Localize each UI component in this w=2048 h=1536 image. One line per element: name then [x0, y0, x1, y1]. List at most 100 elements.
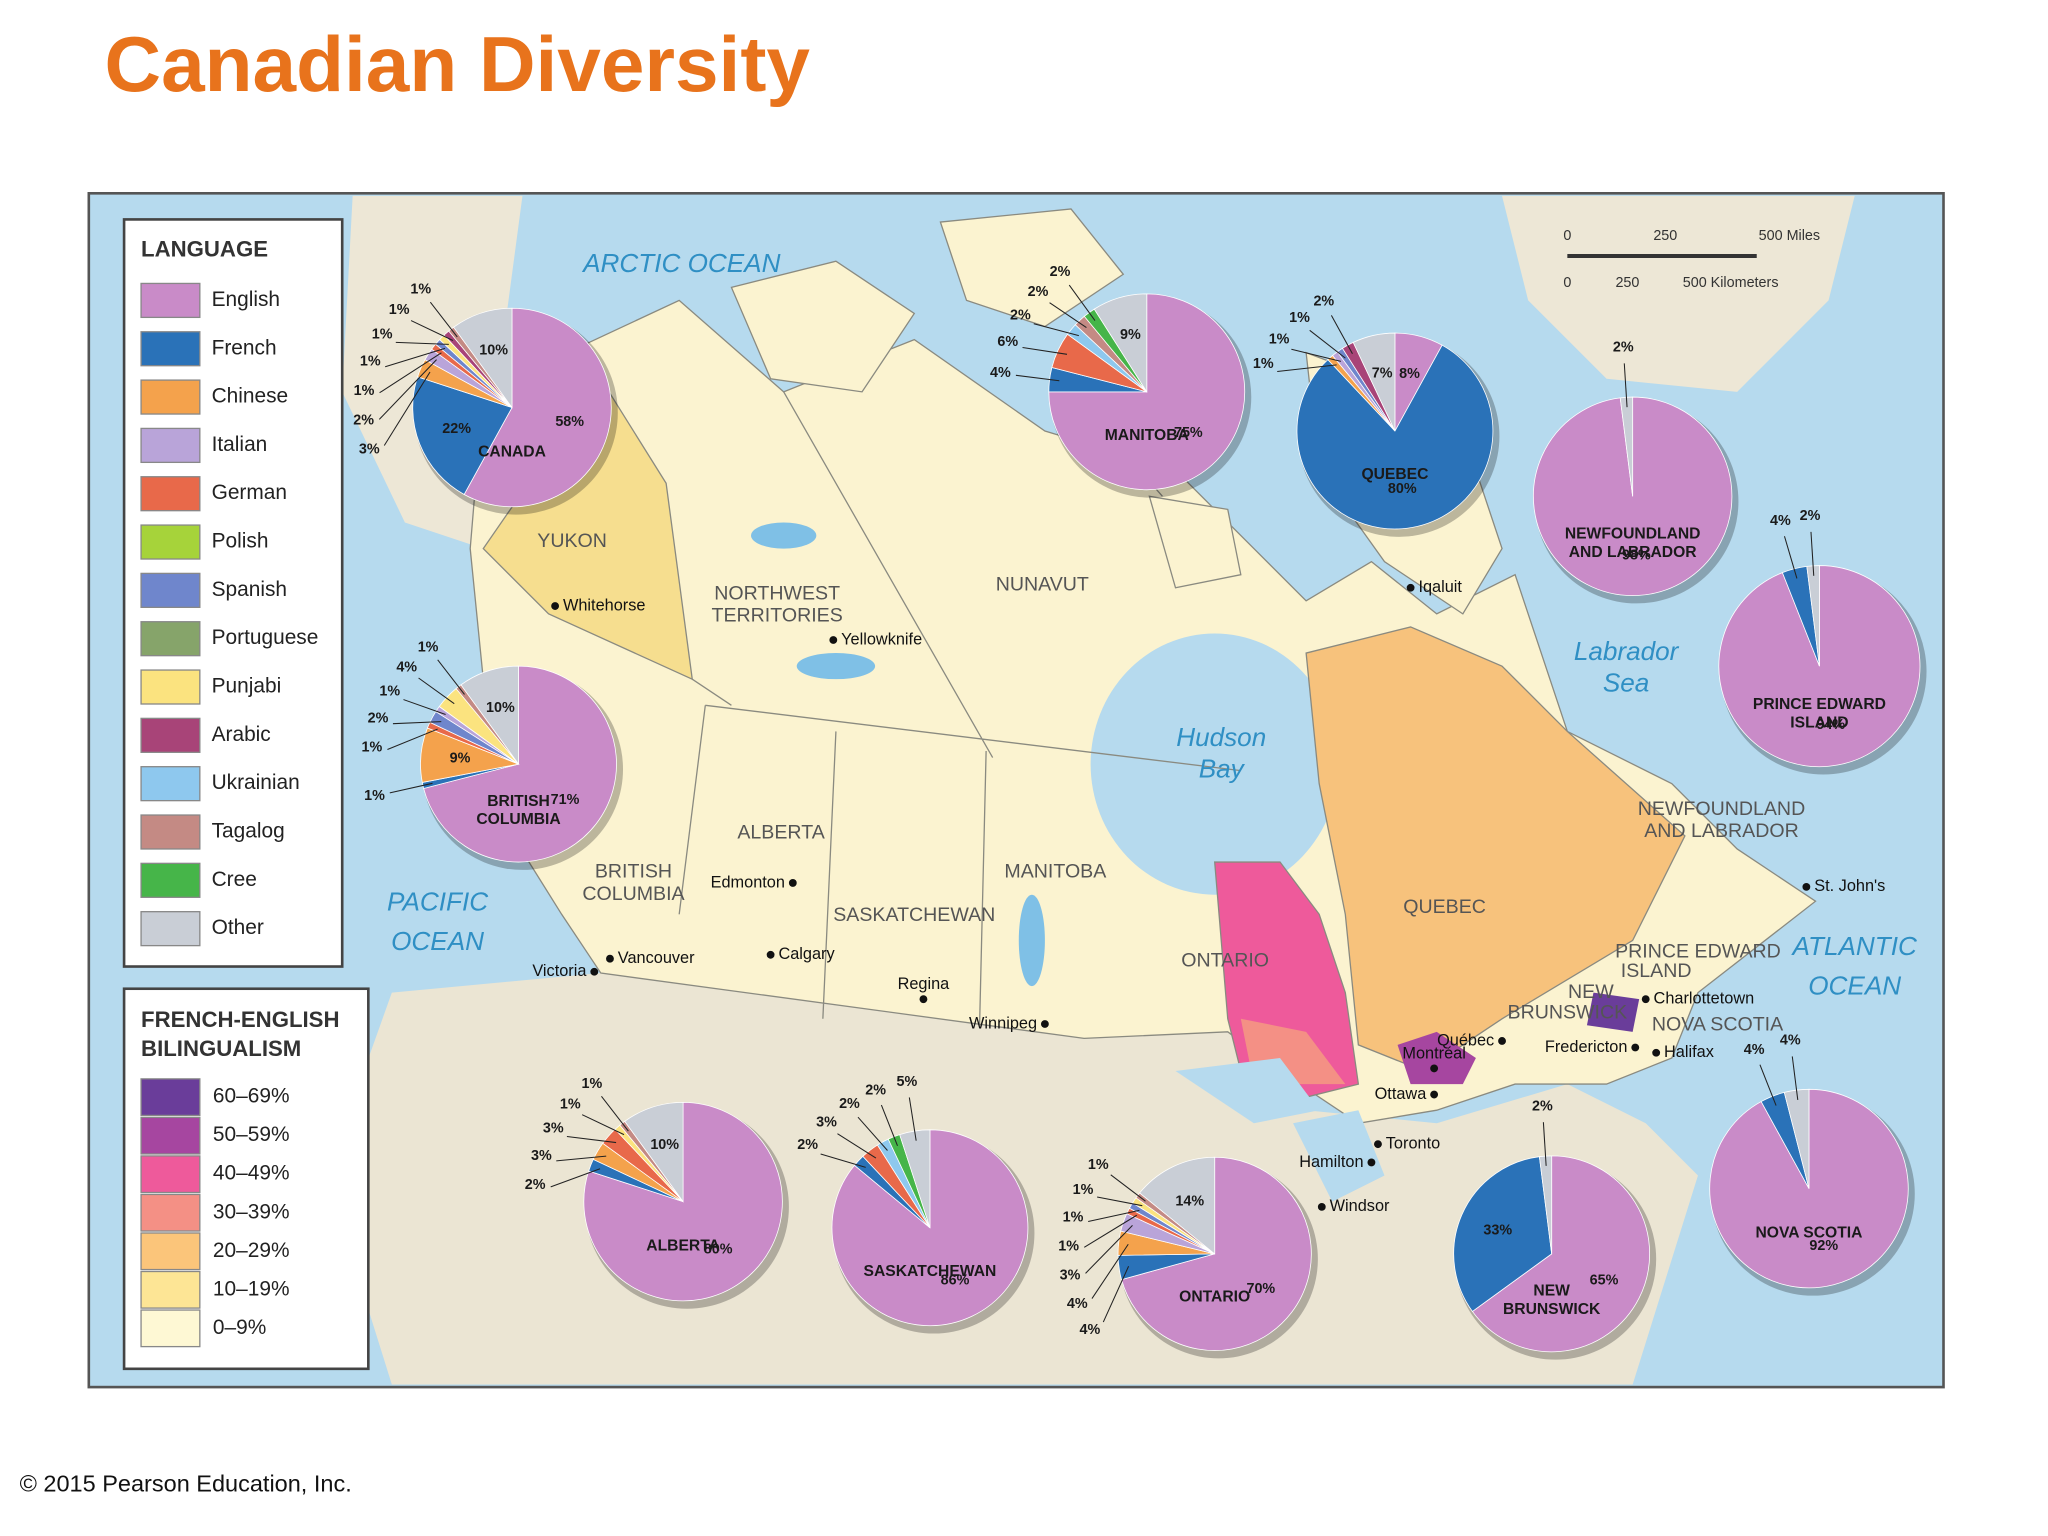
pie-slice — [1121, 1156, 1312, 1351]
leader-line — [387, 728, 438, 750]
slice-label: 2% — [1800, 508, 1821, 524]
slice-label: 1% — [379, 684, 400, 700]
pie: 8%80%1%1%1%2%7%QUEBEC — [1253, 293, 1500, 537]
slice-label: 1% — [1253, 356, 1274, 372]
legend-label: Italian — [212, 433, 268, 456]
region-label: BRUNSWICK — [1508, 1002, 1628, 1024]
pie-name: BRUNSWICK — [1503, 1301, 1601, 1318]
slice-label: 3% — [531, 1148, 552, 1164]
pie-name: PRINCE EDWARD — [1753, 696, 1886, 713]
map: 0 250 500 Miles 0 250 500 Kilometers — [87, 192, 1945, 1389]
legend-label: 30–39% — [213, 1200, 290, 1223]
slice-label: 1% — [389, 302, 410, 318]
leader-line — [880, 1104, 898, 1146]
pie-name: NOVA SCOTIA — [1755, 1224, 1862, 1241]
montreal-area — [1397, 1031, 1476, 1085]
legend-title: FRENCH-ENGLISH — [141, 1007, 339, 1032]
city-dot — [1631, 1043, 1640, 1052]
legend-label: Cree — [212, 868, 257, 891]
slice-label: 2% — [353, 413, 374, 429]
slide-title: Canadian Diversity — [104, 20, 810, 108]
slice-label: 3% — [359, 442, 380, 458]
leader-line — [1091, 1243, 1129, 1299]
leader-line — [566, 1135, 617, 1144]
legend-swatch — [140, 476, 201, 512]
pie-name: QUEBEC — [1361, 466, 1428, 483]
scale-label: 250 — [1653, 228, 1677, 244]
pie-name: BRITISH — [487, 793, 550, 810]
city-dot — [1317, 1202, 1326, 1211]
pie-slice — [1453, 1156, 1553, 1312]
slice-label: 4% — [1780, 1033, 1801, 1049]
water-label: OCEAN — [1808, 970, 1901, 1000]
leader-line — [1783, 536, 1798, 579]
slice-label: 4% — [1770, 513, 1791, 529]
slice-label: 10% — [479, 343, 508, 359]
water-label: ARCTIC OCEAN — [581, 248, 780, 278]
slice-label: 3% — [1060, 1267, 1081, 1283]
slice-label: 80% — [704, 1242, 733, 1258]
region-label: NUNAVUT — [996, 573, 1089, 595]
slice-label: 2% — [839, 1096, 860, 1112]
leader-line — [601, 1096, 629, 1132]
slice-label: 58% — [555, 414, 584, 430]
legend-swatch — [140, 1078, 201, 1117]
slice-label: 1% — [360, 354, 381, 370]
lake — [751, 522, 817, 549]
city-dot — [1641, 995, 1650, 1004]
legend-swatch — [140, 427, 201, 464]
legend-swatch — [140, 621, 201, 657]
pie-name: NEWFOUNDLAND — [1565, 526, 1701, 543]
slice-label: 3% — [816, 1114, 837, 1130]
city-dot — [829, 636, 838, 644]
city-dot — [1652, 1048, 1661, 1057]
leader-line — [581, 1114, 625, 1136]
pie-slice — [1093, 293, 1148, 394]
slice-label: 2% — [1532, 1098, 1553, 1114]
leader-line — [403, 699, 446, 716]
pie-slice — [1352, 332, 1396, 432]
pie: 58%22%3%2%1%1%1%1%1%10%CANADA — [353, 282, 618, 515]
legend-label: 20–29% — [213, 1239, 290, 1262]
leader-line — [1110, 1174, 1146, 1202]
region-label: ISLAND — [1621, 960, 1692, 982]
pie-slice — [423, 665, 617, 863]
leader-line — [1291, 348, 1342, 362]
leader-line — [1791, 1056, 1799, 1101]
leader-line — [1810, 531, 1815, 576]
legend-label: 50–59% — [213, 1123, 290, 1146]
slice-label: 1% — [560, 1096, 581, 1112]
island — [730, 260, 916, 393]
leader-line — [556, 1155, 607, 1162]
legend-swatch — [140, 1309, 201, 1348]
pie-name: ONTARIO — [1179, 1289, 1250, 1306]
slice-label: 4% — [1744, 1042, 1765, 1058]
slice-label: 1% — [1088, 1157, 1109, 1173]
slice-label: 4% — [990, 365, 1011, 381]
legend-label: Polish — [212, 530, 269, 553]
quebec — [1305, 626, 1686, 1072]
city-label: Vancouver — [618, 949, 695, 967]
slice-label: 8% — [1399, 366, 1420, 382]
slice-label: 7% — [1372, 365, 1393, 381]
slice-label: 33% — [1483, 1222, 1512, 1238]
slice-label: 9% — [1120, 327, 1141, 343]
slice-label: 65% — [1590, 1272, 1619, 1288]
lake — [796, 653, 876, 680]
slice-label: 2% — [1313, 293, 1334, 309]
new-brunswick-area — [1586, 992, 1640, 1032]
slice-label: 92% — [1809, 1238, 1838, 1254]
region-label: NEWFOUNDLAND — [1638, 798, 1806, 820]
legend-swatch — [140, 1155, 201, 1194]
water-label: Labrador — [1574, 636, 1680, 666]
region-label: PRINCE EDWARD — [1615, 940, 1781, 962]
slice-label: 2% — [525, 1177, 546, 1193]
leader-line — [1088, 1209, 1140, 1223]
city-dot — [551, 602, 560, 610]
legend-title: BILINGUALISM — [141, 1036, 301, 1061]
scale-label: 0 — [1563, 275, 1571, 291]
pie-slice — [1048, 293, 1246, 491]
leader-line — [820, 1153, 866, 1168]
pie-name: NEW — [1533, 1283, 1570, 1300]
slice-label: 9% — [450, 750, 471, 766]
